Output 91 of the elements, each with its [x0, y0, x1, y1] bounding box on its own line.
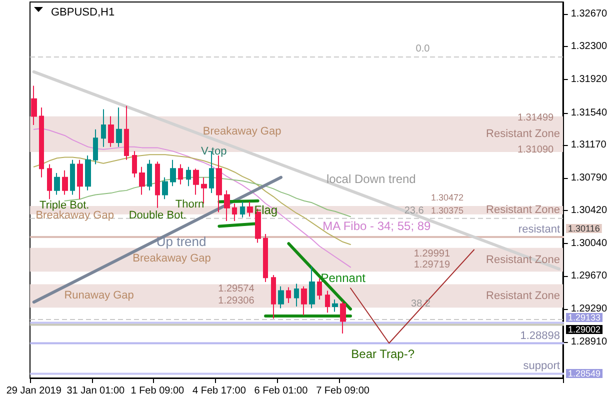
- candlestick: [77, 159, 83, 200]
- y-tick-label: 1.29670: [570, 270, 608, 282]
- candlestick: [170, 159, 176, 187]
- candlestick: [301, 286, 307, 316]
- annotation: MA Fibo - 34; 55; 89: [322, 219, 432, 233]
- x-tick-label: 4 Feb 17:00: [192, 386, 246, 396]
- text: 1.30116: [568, 224, 600, 234]
- y-tick-label: 1.31170: [570, 140, 607, 151]
- candlestick: [31, 85, 37, 126]
- x-tick-label: 29 Jan 2019: [6, 386, 62, 396]
- candlestick: [317, 278, 322, 300]
- annotation: Flag: [254, 203, 278, 217]
- annotation: 1.29306: [218, 296, 255, 306]
- candlestick: [39, 107, 44, 178]
- candlestick: [224, 190, 230, 222]
- y-tick-label: 1.28910: [570, 336, 608, 348]
- y-tick-label: 1.32670: [570, 8, 608, 20]
- annotation: Bear Trap-?: [351, 347, 415, 361]
- text: 1.29002: [568, 324, 601, 334]
- x-tick-label: 31 Jan 01:00: [66, 386, 125, 396]
- candlestick: [108, 116, 114, 148]
- candlestick: [186, 166, 191, 187]
- candlestick: [70, 159, 75, 196]
- y-tick-label: 1.31540: [570, 107, 608, 118]
- annotation: 1.31499: [517, 112, 554, 124]
- annotation: Runaway Gap: [64, 290, 134, 302]
- candlestick: [124, 105, 129, 160]
- candlestick: [340, 300, 346, 334]
- candlestick: [294, 283, 299, 307]
- annotation: 23.6: [404, 206, 424, 216]
- annotation: Up trend: [156, 234, 206, 249]
- candlestick: [232, 203, 237, 222]
- annotation: Pennant: [320, 271, 366, 285]
- x-tick-label: 7 Feb 09:00: [316, 386, 370, 396]
- annotation: 1.29719: [414, 260, 450, 270]
- candlestick: [309, 266, 315, 309]
- y-tick-label: 1.30790: [570, 172, 608, 184]
- annotation: 1.31090: [517, 144, 554, 156]
- annotation: 1.29574: [218, 284, 255, 294]
- x-tick-label: 6 Feb 01:00: [254, 386, 308, 396]
- annotation: V-top: [201, 146, 227, 158]
- y-tick-label: 1.30040: [570, 238, 608, 250]
- candlestick: [325, 290, 330, 314]
- candlestick: [193, 168, 199, 196]
- band-label: Resistant Zone: [486, 128, 560, 140]
- annotation: 1.29991: [414, 248, 450, 260]
- annotation: 1.30375: [430, 206, 464, 216]
- candlestick: [178, 164, 183, 185]
- annotation: Triple Bot.: [40, 200, 90, 212]
- candlestick: [47, 164, 52, 200]
- candlestick: [216, 155, 222, 213]
- y-tick-label: 1.32300: [570, 40, 608, 52]
- annotation: Thorn: [175, 198, 204, 210]
- candlestick: [147, 159, 152, 191]
- ref-line-label: 1.28898: [520, 330, 560, 342]
- band-label: Resistant Zone: [486, 290, 560, 302]
- candlestick: [85, 155, 91, 191]
- y-tick-label: 1.30420: [570, 205, 608, 216]
- annotation: 0.0: [416, 44, 430, 54]
- chart-title: GBPUSD,H1: [51, 6, 115, 18]
- annotation: Breakaway Gap: [202, 126, 282, 138]
- candlestick: [54, 172, 60, 196]
- candlestick: [62, 170, 68, 196]
- y-tick-label: 1.29290: [570, 304, 608, 315]
- band-label: Resistant Zone: [486, 254, 560, 266]
- candlestick: [332, 298, 338, 312]
- candlestick: [240, 201, 245, 218]
- annotation: Breakaway Gap: [132, 252, 211, 264]
- candlestick: [93, 128, 98, 165]
- candlestick: [101, 108, 106, 148]
- candlestick: [271, 274, 276, 320]
- candlestick: [263, 234, 268, 283]
- annotation: Breakaway Gap: [36, 210, 114, 222]
- ref-line-label: support: [523, 360, 560, 372]
- candlestick: [139, 166, 145, 196]
- candlestick: [286, 286, 291, 304]
- candlestick: [132, 150, 137, 178]
- annotation: local Down trend: [326, 172, 416, 186]
- candlestick: [278, 286, 284, 309]
- candlestick: [116, 107, 122, 148]
- text: 1.28549: [568, 368, 601, 378]
- annotation: 1.30472: [430, 192, 464, 202]
- x-tick-label: 1 Feb 09:00: [130, 386, 185, 396]
- candlestick: [162, 176, 168, 200]
- candlestick: [155, 161, 160, 208]
- annotation: Double Bot.: [128, 210, 186, 222]
- band-label: Resistant Zone: [486, 204, 560, 216]
- text: 1.29133: [568, 312, 601, 322]
- candlestick: [247, 201, 253, 218]
- y-tick-label: 1.31920: [570, 74, 608, 86]
- ref-line-label: resistant: [518, 224, 560, 236]
